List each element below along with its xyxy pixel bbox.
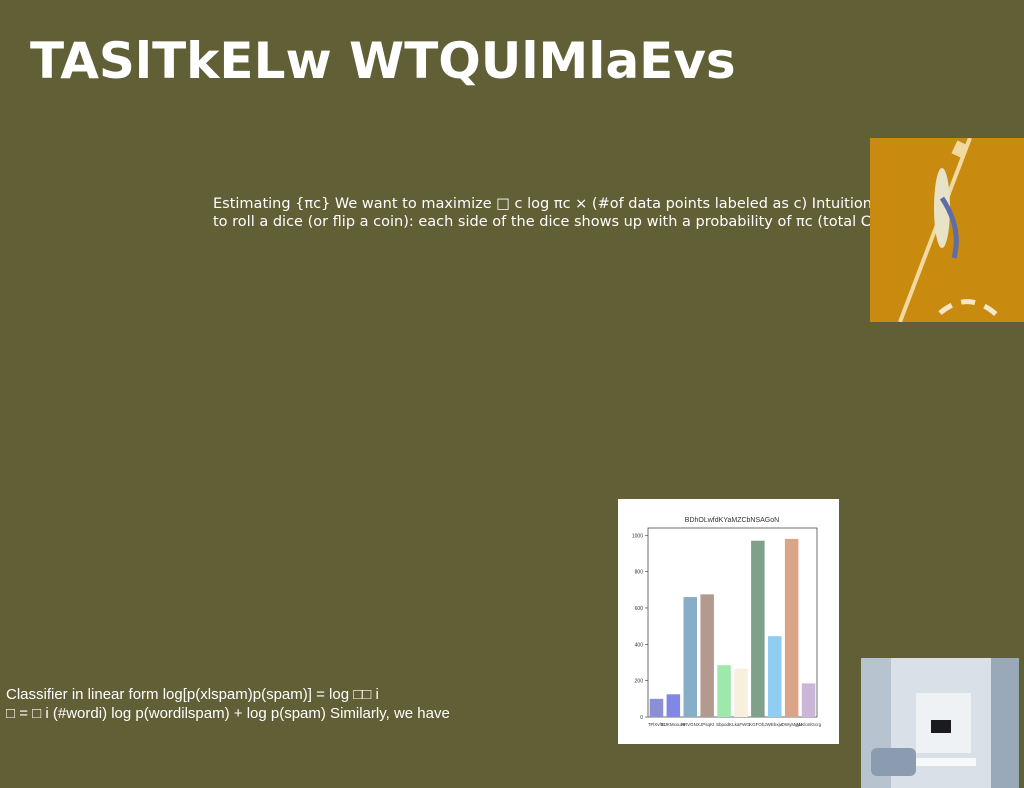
chart-title: BDhOLwfdKYaMZCbNSAGoN	[685, 517, 779, 524]
bar	[751, 540, 765, 717]
bar	[700, 594, 714, 717]
x-tick-label: JPsqKt	[700, 722, 715, 727]
y-tick-label: 800	[635, 570, 644, 576]
x-tick-label: SbpodK	[716, 722, 732, 727]
y-tick-label: 1000	[632, 533, 643, 539]
y-tick-label: 0	[640, 715, 643, 721]
x-tick-label: WEbxjw	[767, 722, 784, 727]
x-tick-label: EJKMxxuJs	[662, 722, 686, 727]
text-line: Classifier in linear form log[p(xlspam)p…	[6, 686, 379, 703]
y-tick-label: 600	[635, 606, 644, 612]
x-tick-label: LkaFWG	[732, 722, 750, 727]
bar	[767, 636, 782, 717]
bar	[683, 597, 698, 717]
y-tick-label: 200	[635, 679, 644, 685]
bar	[784, 538, 799, 717]
x-tick-label: HRVGNX	[681, 722, 700, 727]
bar	[801, 683, 816, 717]
paragraph: Classifier in linear form log[p(xlspam)p…	[6, 685, 450, 723]
paragraph: Estimating {πc} We want to maximize □ c …	[213, 195, 885, 231]
text-line: to roll a dice (or flip a coin): each si…	[213, 214, 871, 230]
x-tick-label: KGFOhJ	[749, 722, 767, 727]
bar	[734, 668, 748, 717]
x-tick-label: OWyMgjN	[781, 722, 801, 727]
photo	[861, 658, 1019, 788]
bar	[649, 698, 664, 717]
bar	[717, 665, 731, 717]
text-line: □ = □ i (#wordi) log p(wordilspam) + log…	[6, 705, 450, 722]
photo	[870, 138, 1024, 322]
x-tick-label: ALKlonlGcrg	[796, 722, 822, 727]
y-tick-label: 400	[635, 642, 644, 648]
text-line: Estimating {πc} We want to maximize □ c …	[213, 196, 886, 212]
slide-title: TASlTkELw WTQUlMlaEvs	[30, 32, 736, 90]
x-tick-label: TFlXvfEt	[648, 722, 666, 727]
plot-frame	[647, 527, 818, 718]
bar	[666, 694, 681, 717]
chart: BDhOLwfdKYaMZCbNSAGoN 0 200 400 600 800 1000 T…	[618, 499, 839, 744]
